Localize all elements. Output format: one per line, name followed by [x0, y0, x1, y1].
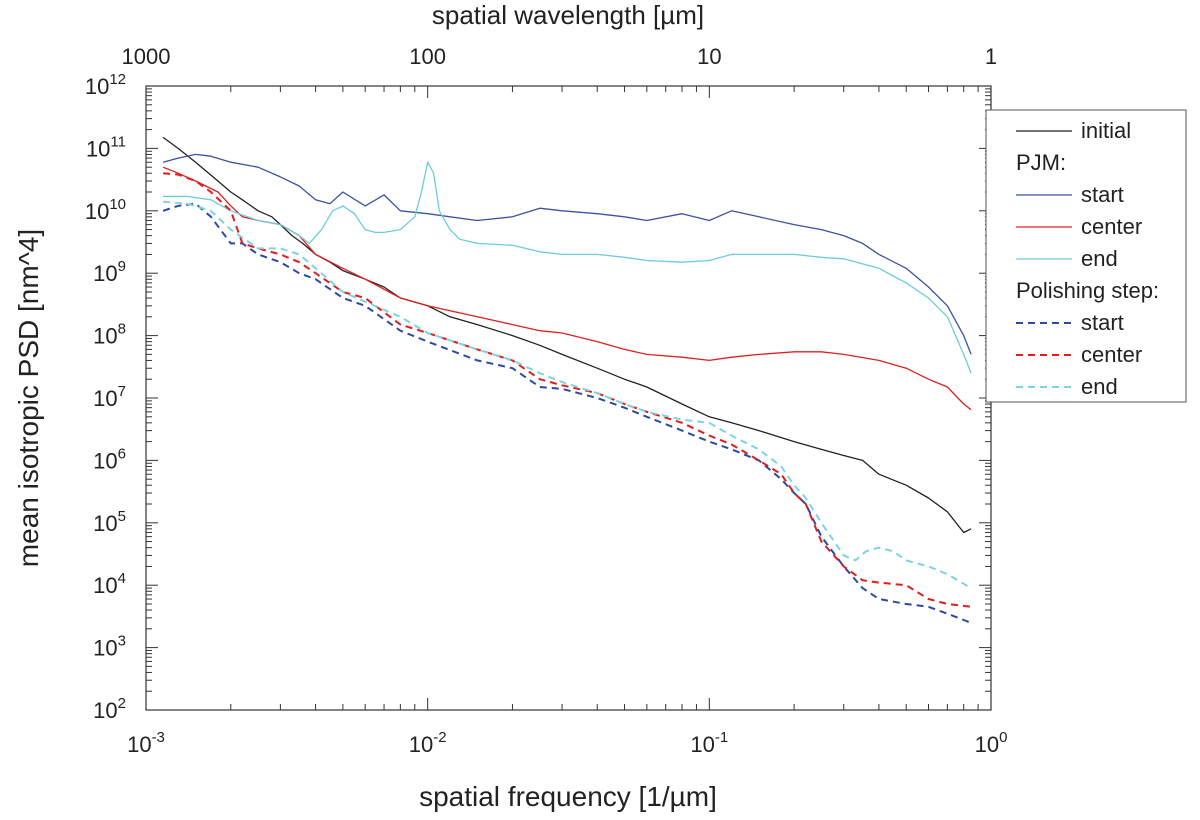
y-tick-base: 10 — [85, 199, 109, 224]
x-tick-base: 10 — [127, 732, 151, 757]
x-tick-exp: -1 — [715, 729, 728, 746]
y-tick-label: 108 — [93, 321, 126, 349]
x2-tick-label: 100 — [409, 44, 446, 69]
x-tick-base: 10 — [975, 732, 999, 757]
series-line-polishing-step-start — [162, 202, 972, 624]
y-tick-base: 10 — [93, 261, 117, 286]
x-tick-label: 100 — [975, 729, 1008, 757]
y-tick-exp: 7 — [118, 383, 126, 400]
series-line-polishing-step-end — [163, 200, 972, 589]
legend-header-pjm: PJM: — [1016, 150, 1066, 175]
series-line-polishing-step-center — [163, 172, 972, 608]
x-tick-label: 10-1 — [690, 729, 728, 757]
legend-label-polishing-step-center: center — [1081, 342, 1142, 367]
y-tick-exp: 10 — [109, 196, 126, 213]
y-tick-exp: 3 — [118, 633, 126, 650]
legend-box — [985, 109, 1187, 403]
legend: initial PJM: start center end Polishing step:… — [985, 109, 1187, 403]
x-tick-exp: 0 — [999, 729, 1007, 746]
x-axis-label: spatial frequency [1/µm] — [419, 781, 717, 812]
y-axis-label: mean isotropic PSD [nm^4] — [13, 229, 44, 567]
legend-label-initial: initial — [1081, 118, 1131, 143]
y-tick-exp: 11 — [110, 133, 126, 150]
y-tick-base: 10 — [86, 136, 110, 161]
legend-label-polishing-step-end: end — [1081, 374, 1118, 399]
legend-label-pjm-end: end — [1081, 246, 1118, 271]
y-tick-exp: 4 — [118, 570, 126, 587]
y-tick-exp: 9 — [118, 258, 126, 275]
x-tick-base: 10 — [690, 732, 714, 757]
y-tick-exp: 12 — [109, 71, 126, 88]
y-tick-label: 106 — [93, 445, 126, 473]
y-tick-base: 10 — [93, 636, 117, 661]
series-line-pjm-end — [163, 161, 972, 374]
y-tick-base: 10 — [93, 573, 117, 598]
legend-label-polishing-step-start: start — [1081, 310, 1124, 335]
y-tick-base: 10 — [93, 448, 117, 473]
plot-frame — [145, 85, 992, 711]
y-tick-label: 109 — [93, 258, 126, 286]
x2-axis-label: spatial wavelength [µm] — [432, 0, 704, 30]
y-tick-exp: 6 — [118, 445, 126, 462]
y-tick-exp: 8 — [118, 321, 126, 338]
y-tick-exp: 5 — [118, 508, 126, 525]
x-tick-base: 10 — [409, 732, 433, 757]
y-tick-label: 102 — [93, 695, 126, 723]
y-tick-base: 10 — [93, 698, 117, 723]
y-tick-label: 1011 — [86, 133, 126, 161]
x-tick-label: 10-3 — [127, 729, 165, 757]
x2-tick-label: 10 — [697, 44, 721, 69]
series-line-pjm-center — [162, 166, 972, 411]
y-tick-label: 105 — [93, 508, 126, 536]
x-tick-exp: -2 — [433, 729, 446, 746]
series-line-initial — [162, 136, 972, 534]
legend-label-pjm-start: start — [1081, 182, 1124, 207]
legend-label-pjm-center: center — [1081, 214, 1142, 239]
y-tick-label: 1012 — [85, 71, 126, 99]
y-tick-base: 10 — [93, 511, 117, 536]
y-tick-label: 104 — [93, 570, 126, 598]
x2-tick-label: 1 — [985, 44, 997, 69]
x-tick-exp: -3 — [152, 729, 165, 746]
y-tick-label: 107 — [93, 383, 126, 411]
y-tick-base: 10 — [93, 324, 117, 349]
x2-tick-label: 1000 — [122, 44, 171, 69]
y-tick-base: 10 — [85, 74, 109, 99]
y-tick-label: 1010 — [85, 196, 126, 224]
y-tick-label: 103 — [93, 633, 126, 661]
x-tick-label: 10-2 — [409, 729, 447, 757]
series-line-pjm-start — [162, 153, 972, 355]
y-tick-base: 10 — [93, 386, 117, 411]
legend-header-polishing: Polishing step: — [1016, 278, 1159, 303]
y-tick-exp: 2 — [118, 695, 126, 712]
